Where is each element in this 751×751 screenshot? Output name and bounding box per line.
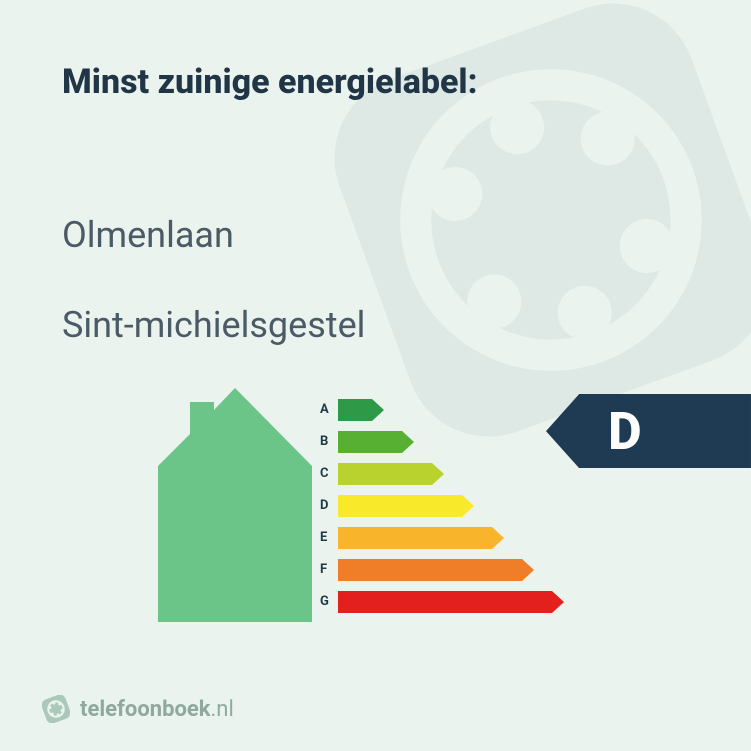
- footer-text: telefoonboek.nl: [80, 697, 234, 722]
- energy-bar-letter: F: [320, 556, 338, 584]
- badge-arrow-shape: [546, 394, 751, 468]
- energy-bar-letter: G: [320, 588, 338, 616]
- footer-brand-suffix: .nl: [211, 697, 234, 722]
- city-name: Sint-michielsgestel: [62, 304, 365, 346]
- energy-rating-badge: D: [546, 394, 751, 470]
- energy-bar-arrow: [338, 431, 414, 453]
- energy-bar-arrow: [338, 463, 444, 485]
- energy-bar-letter: C: [320, 460, 338, 488]
- footer-brand: telefoonboek.nl: [42, 695, 234, 723]
- energy-label-chart: ABCDEFG: [158, 388, 598, 628]
- street-name: Olmenlaan: [62, 214, 234, 256]
- energy-bar-arrow: [338, 559, 534, 581]
- energy-bar-letter: A: [320, 396, 338, 424]
- energy-bar-letter: B: [320, 428, 338, 456]
- energy-bar-letter: E: [320, 524, 338, 552]
- phone-dial-icon: [42, 695, 70, 723]
- energy-bar-arrow: [338, 591, 564, 613]
- energy-rating-letter: D: [608, 394, 642, 470]
- house-icon: [158, 388, 312, 622]
- energy-bar-arrow: [338, 495, 474, 517]
- footer-brand-name: telefoonboek: [80, 697, 211, 722]
- energy-bar-arrow: [338, 527, 504, 549]
- page-title: Minst zuinige energielabel:: [62, 62, 478, 102]
- energy-bar-letter: D: [320, 492, 338, 520]
- energy-bar-arrow: [338, 399, 384, 421]
- location-subtitle: Olmenlaan Sint-michielsgestel: [62, 168, 365, 348]
